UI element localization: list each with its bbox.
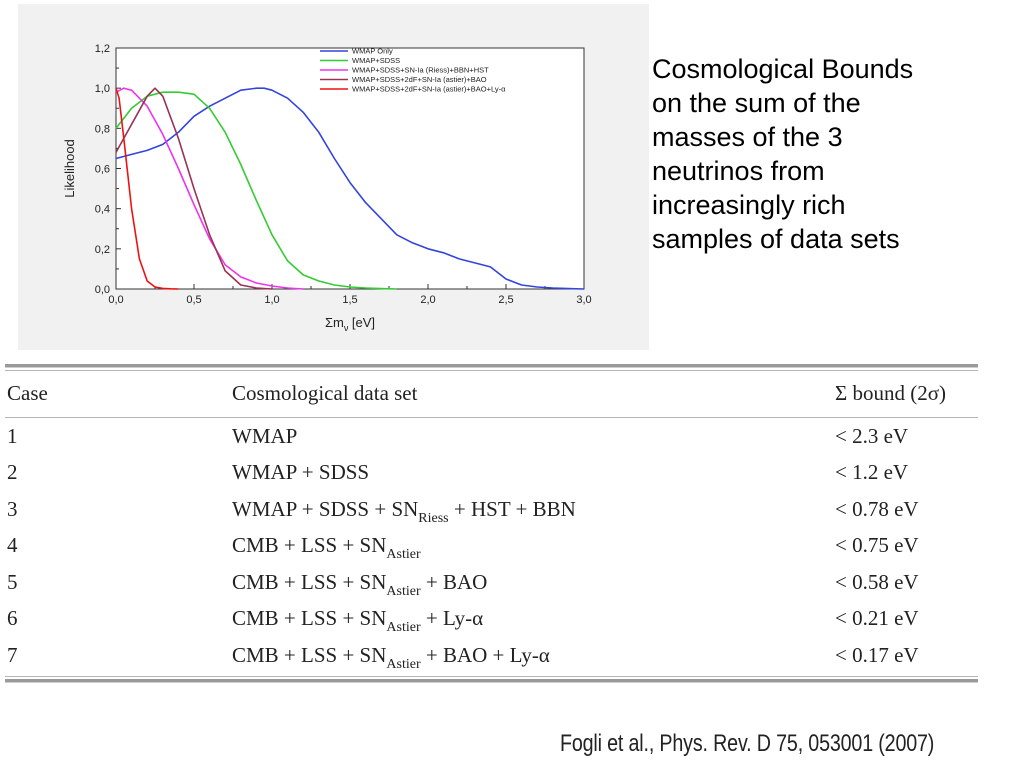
data-set-subscript: Astier xyxy=(386,656,421,672)
table-top-rule-thin xyxy=(5,370,978,371)
table-row: 7 CMB + LSS + SNAstier + BAO + Ly-α < 0.17… xyxy=(5,637,978,674)
y-tick-label: 1,2 xyxy=(95,43,110,55)
cell-data-set: CMB + LSS + SNAstier xyxy=(232,533,835,562)
series-line-2 xyxy=(115,91,397,290)
cell-case: 7 xyxy=(7,642,18,667)
likelihood-chart: 0,0 0,2 0,4 0,6 0,8 1,0 1,2 0,0 0,5 1,0 1,5 2,0 2,5 3… xyxy=(62,43,592,333)
data-set-text: CMB + LSS + SN xyxy=(232,606,387,631)
data-set-text: WMAP xyxy=(232,423,298,448)
data-set-suffix: + BAO + Ly-α xyxy=(420,642,550,667)
table-body: 1 WMAP < 2.3 eV 2 WMAP + SDSS < 1.2 eV 3 WMAP +… xyxy=(5,418,978,674)
cell-data-set: WMAP xyxy=(232,424,835,449)
plot-area xyxy=(115,47,585,290)
data-set-text: WMAP + SDSS xyxy=(232,460,370,485)
legend-entry: WMAP+SDSS xyxy=(352,56,400,65)
x-tick-label: 0,0 xyxy=(108,294,123,306)
table-row: 5 CMB + LSS + SNAstier + BAO < 0.58 eV xyxy=(5,564,978,601)
table-row: 4 CMB + LSS + SNAstier < 0.75 eV xyxy=(5,528,978,565)
data-set-suffix: + Ly-α xyxy=(420,606,484,631)
legend-entry: WMAP+SDSS+2dF+SN-Ia (astier)+BAO+Ly-α xyxy=(352,85,506,94)
cell-data-set: CMB + LSS + SNAstier + Ly-α xyxy=(232,606,835,635)
cell-bound: < 0.78 eV xyxy=(835,496,919,521)
x-tick-label: 1,5 xyxy=(342,294,357,306)
y-tick-label: 0,8 xyxy=(95,123,110,135)
table-bottom-rule xyxy=(5,678,978,683)
legend-entry: WMAP Only xyxy=(352,47,393,56)
cell-case: 3 xyxy=(7,496,18,521)
citation: Fogli et al., Phys. Rev. D 75, 053001 (2… xyxy=(560,730,935,757)
data-set-text: CMB + LSS + SN xyxy=(232,533,387,558)
x-tick-label: 2,0 xyxy=(420,294,435,306)
likelihood-chart-panel: 0,0 0,2 0,4 0,6 0,8 1,0 1,2 0,0 0,5 1,0 1,5 2,0 2,5 3… xyxy=(18,4,649,350)
series-line-1 xyxy=(115,87,585,290)
header-bound: Σ bound (2σ) xyxy=(835,380,947,405)
x-tick-label: 0,5 xyxy=(186,294,201,306)
table-header-row: Case Cosmological data set Σ bound (2σ) xyxy=(5,371,978,415)
header-data-set: Cosmological data set xyxy=(232,380,418,405)
caption-text: Cosmological Bounds on the sum of the ma… xyxy=(652,54,914,254)
cell-case: 1 xyxy=(7,423,18,448)
data-set-text: CMB + LSS + SN xyxy=(232,642,387,667)
x-axis-label-main: Σm xyxy=(325,315,344,330)
table-top-rule xyxy=(5,364,978,368)
x-axis-label-unit: [eV] xyxy=(348,315,375,330)
legend-entry: WMAP+SDSS+2dF+SN-Ia (astier)+BAO xyxy=(352,75,487,84)
series-line-5 xyxy=(115,87,179,290)
cell-data-set: WMAP + SDSS + SNRiess + HST + BBN xyxy=(232,496,835,526)
x-tick-label: 3,0 xyxy=(576,294,591,306)
x-axis-label-sub: ν xyxy=(344,323,349,333)
cell-bound: < 2.3 eV xyxy=(835,423,909,448)
table-header-rule xyxy=(5,417,978,418)
data-set-text: WMAP + SDSS + SN xyxy=(232,496,419,521)
cell-bound: < 0.75 eV xyxy=(835,533,919,558)
header-case: Case xyxy=(7,380,48,405)
table-row: 6 CMB + LSS + SNAstier + Ly-α < 0.21 eV xyxy=(5,601,978,638)
cell-case: 5 xyxy=(7,569,18,594)
data-set-text: CMB + LSS + SN xyxy=(232,569,387,594)
table-bottom-rule-thin xyxy=(5,675,978,677)
y-tick-label: 0,6 xyxy=(95,164,110,176)
cell-case: 2 xyxy=(7,460,18,485)
x-tick-label: 1,0 xyxy=(264,294,279,306)
data-set-subscript: Astier xyxy=(386,583,421,599)
cell-bound: < 1.2 eV xyxy=(835,460,909,485)
cell-data-set: CMB + LSS + SNAstier + BAO + Ly-α xyxy=(232,642,835,672)
data-set-suffix: + HST + BBN xyxy=(448,496,576,521)
cell-data-set: CMB + LSS + SNAstier + BAO xyxy=(232,569,835,599)
cell-bound: < 0.17 eV xyxy=(835,642,919,667)
legend-entry: WMAP+SDSS+SN-Ia (Riess)+BBN+HST xyxy=(352,66,489,75)
y-tick-label: 0,4 xyxy=(95,204,110,216)
y-tick-label: 1,0 xyxy=(95,83,110,95)
data-set-subscript: Astier xyxy=(386,620,421,636)
data-set-subscript: Riess xyxy=(418,510,449,526)
cell-bound: < 0.58 eV xyxy=(835,569,919,594)
table-row: 2 WMAP + SDSS < 1.2 eV xyxy=(5,455,978,492)
neutrino-bounds-table: Case Cosmological data set Σ bound (2σ) … xyxy=(5,364,978,683)
data-set-subscript: Astier xyxy=(386,547,421,563)
series-line-3 xyxy=(115,87,304,290)
cell-data-set: WMAP + SDSS xyxy=(232,460,835,485)
x-tick-label: 2,5 xyxy=(498,294,513,306)
table-row: 1 WMAP < 2.3 eV xyxy=(5,418,978,455)
data-set-suffix: + BAO xyxy=(420,569,488,594)
table-row: 3 WMAP + SDSS + SNRiess + HST + BBN < 0.78… xyxy=(5,491,978,528)
y-axis-label: Likelihood xyxy=(62,139,77,198)
cell-case: 4 xyxy=(7,533,18,558)
y-tick-label: 0,0 xyxy=(95,284,110,296)
y-tick-label: 0,2 xyxy=(95,244,110,256)
x-axis-label: Σmν [eV] xyxy=(325,315,375,333)
cell-case: 6 xyxy=(7,606,18,631)
series-line-4 xyxy=(115,87,273,290)
cell-bound: < 0.21 eV xyxy=(835,606,919,631)
